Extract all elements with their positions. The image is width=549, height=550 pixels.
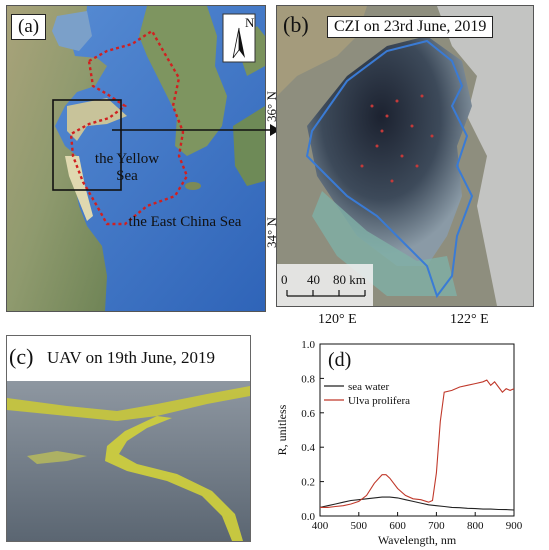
scale-tick-40: 40 [307,272,320,287]
korea-land [139,6,227,156]
ulva-strip-curve [105,416,243,541]
y-tick-label: 0.0 [301,511,315,523]
shandong-coast [67,98,127,141]
series-line-ulva-prolifera [320,379,515,508]
ulva-patch-left [27,451,87,464]
panel-c-label: (c) [9,344,34,369]
panel-d-label: (d) [328,349,351,371]
panel-b-title: CZI on 23rd June, 2019 [327,16,494,38]
y-tick-label: 0.4 [301,442,315,454]
panel-c-uav-graphic [7,336,250,541]
scale-tick-0: 0 [281,272,288,287]
y-tick-label: 0.6 [301,408,315,420]
x-axis-label: Wavelength, nm [378,533,457,547]
jiangsu-turbid-coast [65,156,93,221]
scale-bar-background [277,264,373,306]
north-letter: N [245,15,255,30]
cloud-cover-east [437,6,533,306]
japan-land [233,106,265,186]
panel-b-label: (b) [283,12,309,37]
x-tick-label: 400 [312,520,329,532]
y-tick-label: 1.0 [301,339,315,351]
x-tick-label: 700 [428,520,445,532]
panel-b-satellite: (b) CZI on 23rd June, 2019 0 40 80 km [276,5,534,307]
study-area-rectangle [52,99,122,191]
lat-36-label: 36° N [264,91,279,122]
panel-a-map-graphic [7,6,265,311]
lon-122-label: 122° E [450,312,489,327]
link-arrow-icon [112,124,280,136]
lat-34-label: 34° N [264,217,279,248]
ulva-strip-top [7,386,250,421]
legend-entry: sea water [348,381,390,393]
ulva-patches [360,94,434,183]
scale-bar [286,290,366,297]
legend-entry: Ulva prolifera [348,395,410,407]
turbid-water [312,191,457,296]
yellow-sea-label: the Yellow Sea [94,151,160,184]
panel-c-uav-photo: (c) UAV on 19th June, 2019 [6,335,251,542]
plot-frame [319,343,515,517]
mainland-land [7,6,107,311]
sea-region [307,36,472,266]
x-tick-label: 500 [351,520,368,532]
panel-a-map: (a) N the Yellow Sea the East China Sea [6,5,266,312]
y-axis-label: R, unitless [275,404,289,455]
x-tick-label: 800 [467,520,484,532]
yellow-sea-boundary [69,29,189,226]
scale-tick-80: 80 km [333,272,366,287]
panel-c-title: UAV on 19th June, 2019 [47,348,215,367]
x-tick-label: 600 [389,520,406,532]
spectral-chart: 400 500 600 700 800 900 0.0 0.2 0.4 0.6 0.8 1.0 Wave… [275,339,523,547]
lon-120-label: 120° E [318,312,357,327]
panel-b-satellite-graphic [277,6,533,306]
jeju-island [185,182,201,190]
y-tick-label: 0.8 [301,373,315,385]
north-arrow-icon [222,13,256,63]
east-china-sea-label: the East China Sea [128,214,242,230]
series-line-sea-water [319,496,515,511]
panel-a-label: (a) [11,14,47,40]
yellow-sea-outline [305,39,474,299]
x-tick-label: 900 [506,520,523,532]
bohai-sea [52,11,92,51]
panel-d-chart: 400 500 600 700 800 900 0.0 0.2 0.4 0.6 0.8 1.0 Wave… [270,330,549,550]
y-tick-label: 0.2 [301,477,315,489]
